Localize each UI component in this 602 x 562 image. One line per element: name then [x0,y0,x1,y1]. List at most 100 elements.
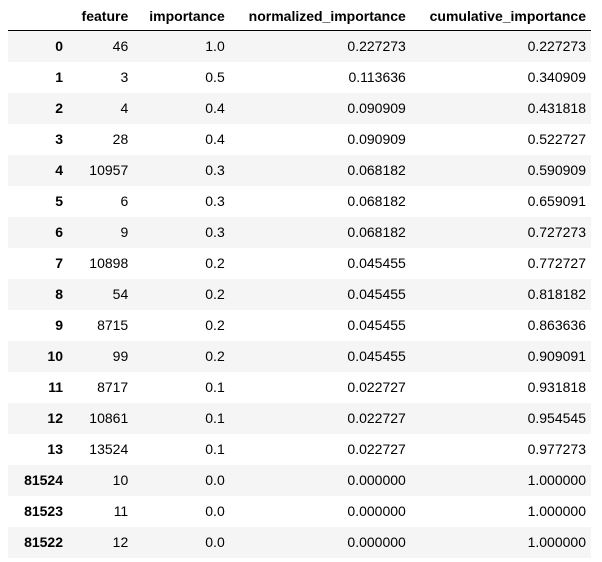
cumulative-importance-cell: 1.000000 [527,472,586,488]
normalized-importance-cell: 0.068182 [347,193,406,209]
feature-cell: 28 [112,131,129,147]
table-row: 2 4 0.4 0.090909 0.431818 [8,92,591,124]
table-row: 5 6 0.3 0.068182 0.659091 [8,185,591,217]
feature-cell: 11 [113,503,129,519]
row-index-cell: 7 [55,255,63,271]
table-row: 11 8717 0.1 0.022727 0.931818 [8,371,591,403]
table-header: feature importance normalized_importance… [8,2,591,31]
table-row: 3 28 0.4 0.090909 0.522727 [8,123,591,155]
cumulative-importance-cell: 0.659091 [527,193,586,209]
cumulative-importance-cell: 0.340909 [527,69,586,85]
importance-cell: 0.1 [205,410,225,426]
normalized-importance-cell: 0.045455 [347,255,406,271]
table-row: 8 54 0.2 0.045455 0.818182 [8,278,591,310]
feature-cell: 3 [120,69,129,85]
feature-cell: 99 [112,348,129,364]
table-row: 12 10861 0.1 0.022727 0.954545 [8,402,591,434]
importance-cell: 0.0 [205,503,225,519]
cumulative-importance-cell: 0.227273 [527,38,586,55]
normalized-importance-cell: 0.022727 [347,379,406,395]
row-index-cell: 8 [55,286,63,302]
importance-cell: 1.0 [205,38,225,55]
row-index-cell: 10 [47,348,63,364]
row-index-cell: 81522 [24,534,63,550]
feature-cell: 10898 [89,255,129,271]
row-index-cell: 2 [55,100,63,116]
normalized-importance-cell: 0.045455 [347,286,406,302]
feature-cell: 8717 [97,379,129,395]
table-row: 81524 10 0.0 0.000000 1.000000 [8,464,591,496]
row-index-cell: 4 [55,162,63,178]
table-body: 0 46 1.0 0.227273 0.227273 1 3 0.5 0.113636 0.340… [8,30,591,558]
table-row: 0 46 1.0 0.227273 0.227273 [8,30,591,62]
normalized-importance-cell: 0.068182 [347,162,406,178]
importance-cell: 0.3 [205,224,225,240]
column-header-feature: feature [69,2,134,31]
cumulative-importance-cell: 0.818182 [527,286,586,302]
column-header-cumulative-importance: cumulative_importance [410,2,591,31]
table-row: 1 3 0.5 0.113636 0.340909 [8,61,591,93]
row-index-cell: 5 [55,193,63,209]
normalized-importance-cell: 0.000000 [347,503,406,519]
normalized-importance-cell: 0.022727 [347,410,406,426]
normalized-importance-cell: 0.227273 [347,38,406,55]
importance-cell: 0.1 [205,441,225,457]
table-row: 7 10898 0.2 0.045455 0.772727 [8,247,591,279]
normalized-importance-cell: 0.068182 [347,224,406,240]
normalized-importance-cell: 0.022727 [347,441,406,457]
row-index-cell: 13 [47,441,63,457]
table-row: 10 99 0.2 0.045455 0.909091 [8,340,591,372]
cumulative-importance-cell: 0.590909 [527,162,586,178]
feature-cell: 10861 [89,410,129,426]
cumulative-importance-cell: 0.727273 [527,224,586,240]
cumulative-importance-cell: 0.522727 [527,131,586,147]
cumulative-importance-cell: 0.954545 [527,410,586,426]
importance-cell: 0.2 [205,255,225,271]
table-row: 6 9 0.3 0.068182 0.727273 [8,216,591,248]
cumulative-importance-cell: 0.431818 [527,100,586,116]
importance-cell: 0.2 [205,348,225,364]
row-index-cell: 1 [55,69,63,85]
feature-cell: 9 [120,224,129,240]
importance-cell: 0.0 [205,534,225,550]
feature-cell: 46 [112,38,129,55]
normalized-importance-cell: 0.113636 [348,69,406,85]
row-index-cell: 81523 [24,503,63,519]
cumulative-importance-cell: 0.977273 [527,441,586,457]
normalized-importance-cell: 0.000000 [347,472,406,488]
importance-cell: 0.4 [205,131,225,147]
feature-cell: 6 [120,193,129,209]
table-row: 81522 12 0.0 0.000000 1.000000 [8,526,591,558]
header-row: feature importance normalized_importance… [8,2,591,31]
importance-cell: 0.3 [205,193,225,209]
cumulative-importance-cell: 0.909091 [527,348,586,364]
index-column-header [8,2,69,31]
importance-cell: 0.5 [205,69,225,85]
importance-cell: 0.1 [205,379,225,395]
feature-cell: 54 [112,286,129,302]
row-index-cell: 12 [47,410,63,426]
cumulative-importance-cell: 0.772727 [527,255,586,271]
importance-cell: 0.4 [205,100,225,116]
feature-cell: 8715 [97,317,129,333]
feature-cell: 10 [112,472,129,488]
feature-cell: 12 [112,534,129,550]
feature-cell: 10957 [89,162,129,178]
cumulative-importance-cell: 0.863636 [527,317,586,333]
feature-cell: 4 [120,100,129,116]
normalized-importance-cell: 0.045455 [347,348,406,364]
cumulative-importance-cell: 1.000000 [527,534,586,550]
normalized-importance-cell: 0.090909 [347,131,406,147]
normalized-importance-cell: 0.090909 [347,100,406,116]
table-row: 4 10957 0.3 0.068182 0.590909 [8,154,591,186]
importance-cell: 0.2 [205,317,225,333]
dataframe-table: feature importance normalized_importance… [8,2,591,558]
normalized-importance-cell: 0.045455 [347,317,406,333]
column-header-normalized-importance: normalized_importance [229,2,411,31]
table-row: 9 8715 0.2 0.045455 0.863636 [8,309,591,341]
row-index-cell: 9 [55,317,63,333]
row-index-cell: 6 [55,224,63,240]
normalized-importance-cell: 0.000000 [347,534,406,550]
cumulative-importance-cell: 1.000000 [527,503,586,519]
